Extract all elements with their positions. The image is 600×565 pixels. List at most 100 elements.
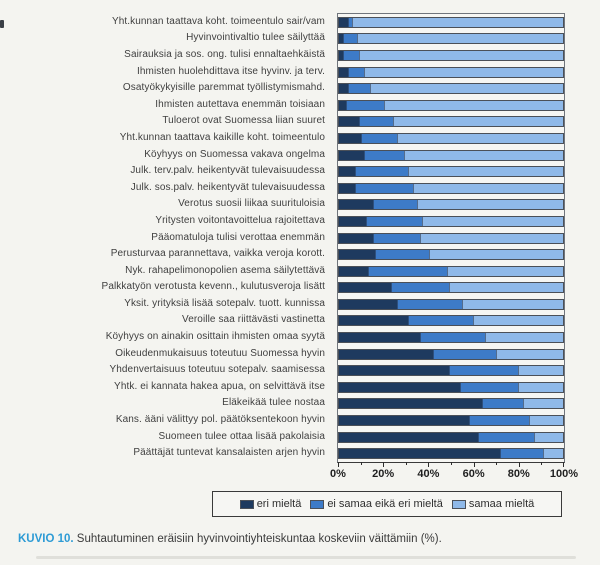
bar-row bbox=[338, 396, 564, 413]
bar-row bbox=[338, 130, 564, 147]
bar-row bbox=[338, 263, 564, 280]
x-axis-tick bbox=[451, 462, 452, 465]
category-label: Köyhyys on Suomessa vakava ongelma bbox=[144, 148, 325, 160]
category-label: Verotus suosii liikaa suurituloisia bbox=[178, 198, 325, 210]
x-axis-ticks bbox=[338, 462, 564, 468]
stacked-bar bbox=[338, 381, 564, 393]
x-axis-tick bbox=[360, 462, 362, 465]
category-label: Tuloerot ovat Suomessa liian suuret bbox=[162, 115, 325, 127]
category-label: Päättäjät tuntevat kansalaisten arjen hy… bbox=[133, 447, 325, 459]
bar-segment-ei-samaa-eik-eri-mielt- bbox=[419, 333, 485, 343]
bar-segment-samaa-mielt- bbox=[356, 34, 563, 44]
x-axis-tick-label: 60% bbox=[462, 468, 485, 480]
x-axis-tick bbox=[518, 462, 520, 467]
stacked-bar bbox=[338, 431, 564, 443]
bar-segment-samaa-mielt- bbox=[518, 366, 563, 376]
stacked-bar bbox=[338, 365, 564, 377]
stacked-bar bbox=[338, 166, 564, 178]
bar-segment-ei-samaa-eik-eri-mielt- bbox=[354, 167, 409, 177]
stacked-bar bbox=[338, 448, 564, 460]
bar-row bbox=[338, 412, 564, 429]
figure-caption: KUVIO 10. Suhtautuminen eräisiin hyvinvo… bbox=[18, 533, 442, 545]
category-label: Ihmisten huolehdittava itse hyvinv. ja t… bbox=[136, 65, 325, 77]
x-axis-tick bbox=[405, 462, 407, 465]
bar-segment-eri-mielt- bbox=[339, 416, 469, 426]
x-axis-tick bbox=[563, 462, 564, 467]
legend-label: ei samaa eikä eri mieltä bbox=[327, 498, 443, 510]
bar-row bbox=[338, 230, 564, 247]
legend-item: eri mieltä bbox=[239, 498, 302, 510]
bar-row bbox=[338, 246, 564, 263]
bar-segment-ei-samaa-eik-eri-mielt- bbox=[347, 67, 364, 77]
x-axis-tick bbox=[541, 462, 543, 465]
category-label: Suomeen tulee ottaa lisää pakolaisia bbox=[158, 430, 325, 442]
category-label: Köyhyys on ainakin osittain ihmisten oma… bbox=[105, 331, 325, 343]
bar-segment-samaa-mielt- bbox=[421, 216, 563, 226]
legend-label: samaa mieltä bbox=[468, 498, 535, 510]
bar-segment-eri-mielt- bbox=[339, 67, 348, 77]
category-label: Hyvinvointivaltio tulee säilyttää bbox=[186, 32, 325, 44]
bar-segment-eri-mielt- bbox=[339, 233, 373, 243]
stacked-bar bbox=[338, 348, 564, 360]
bar-segment-ei-samaa-eik-eri-mielt- bbox=[343, 50, 360, 60]
x-axis-tick-label: 80% bbox=[507, 468, 530, 480]
bar-segment-ei-samaa-eik-eri-mielt- bbox=[372, 233, 420, 243]
category-label: Kans. ääni välittyy pol. päätöksentekoon… bbox=[115, 414, 325, 426]
bar-segment-eri-mielt- bbox=[339, 250, 375, 260]
figure-caption-number: KUVIO 10. bbox=[18, 533, 74, 545]
bar-row bbox=[338, 213, 564, 230]
bar-segment-eri-mielt- bbox=[339, 50, 344, 60]
bar-segment-ei-samaa-eik-eri-mielt- bbox=[345, 100, 384, 110]
bar-segment-samaa-mielt- bbox=[370, 84, 563, 94]
legend-label: eri mieltä bbox=[256, 498, 302, 510]
x-axis-tick-label: 20% bbox=[372, 468, 395, 480]
legend-item: ei samaa eikä eri mieltä bbox=[310, 498, 443, 510]
bar-segment-samaa-mielt- bbox=[446, 266, 563, 276]
bar-segment-samaa-mielt- bbox=[448, 283, 563, 293]
bar-segment-eri-mielt- bbox=[339, 167, 355, 177]
x-axis-tick-label: 100% bbox=[549, 468, 579, 480]
x-axis-tick bbox=[473, 462, 475, 467]
legend-swatch-eri-mielt- bbox=[239, 499, 254, 509]
category-label: Oikeudenmukaisuus toteutuu Suomessa hyvi… bbox=[115, 347, 325, 359]
x-axis-tick-label: 40% bbox=[417, 468, 440, 480]
x-axis-tick bbox=[428, 462, 430, 467]
stacked-bar bbox=[338, 215, 564, 227]
bar-segment-eri-mielt- bbox=[339, 84, 348, 94]
stacked-bar bbox=[338, 83, 564, 95]
category-label: Palkkatyön verotusta kevenn., kulutusver… bbox=[101, 281, 325, 293]
bar-row bbox=[338, 147, 564, 164]
stacked-bar bbox=[338, 132, 564, 144]
scan-artifact bbox=[36, 556, 576, 559]
bar-segment-eri-mielt- bbox=[339, 17, 348, 27]
bar-segment-ei-samaa-eik-eri-mielt- bbox=[368, 266, 447, 276]
bar-segment-ei-samaa-eik-eri-mielt- bbox=[347, 84, 371, 94]
bar-segment-samaa-mielt- bbox=[408, 167, 563, 177]
bar-segment-samaa-mielt- bbox=[495, 349, 563, 359]
category-label: Julk. terv.palv. heikentyvät tulevaisuud… bbox=[130, 165, 325, 177]
bar-segment-samaa-mielt- bbox=[542, 449, 563, 459]
bar-segment-eri-mielt- bbox=[339, 432, 478, 442]
category-label: Pääomatuloja tulisi verottaa enemmän bbox=[151, 231, 325, 243]
category-label: Sairauksia ja sos. ong. tulisi ennaltaeh… bbox=[124, 48, 325, 60]
bar-segment-ei-samaa-eik-eri-mielt- bbox=[397, 299, 463, 309]
x-axis-tick bbox=[383, 462, 385, 467]
bar-row bbox=[338, 180, 564, 197]
stacked-bar bbox=[338, 249, 564, 261]
bar-segment-eri-mielt- bbox=[339, 183, 355, 193]
bar-segment-eri-mielt- bbox=[339, 333, 420, 343]
bar-segment-eri-mielt- bbox=[339, 216, 366, 226]
bar-segment-samaa-mielt- bbox=[359, 50, 563, 60]
bar-row bbox=[338, 31, 564, 48]
category-label: Yritysten voitontavoittelua rajoitettava bbox=[155, 214, 325, 226]
bar-row bbox=[338, 346, 564, 363]
bar-row bbox=[338, 114, 564, 131]
stacked-bar bbox=[338, 315, 564, 327]
bar-segment-ei-samaa-eik-eri-mielt- bbox=[433, 349, 496, 359]
bar-segment-samaa-mielt- bbox=[363, 67, 563, 77]
stacked-bar bbox=[338, 99, 564, 111]
category-label: Yhdenvertaisuus toteutuu sotepalv. saami… bbox=[109, 364, 325, 376]
bar-row bbox=[338, 80, 564, 97]
bar-segment-ei-samaa-eik-eri-mielt- bbox=[390, 283, 449, 293]
x-axis-tick-label: 0% bbox=[330, 468, 346, 480]
